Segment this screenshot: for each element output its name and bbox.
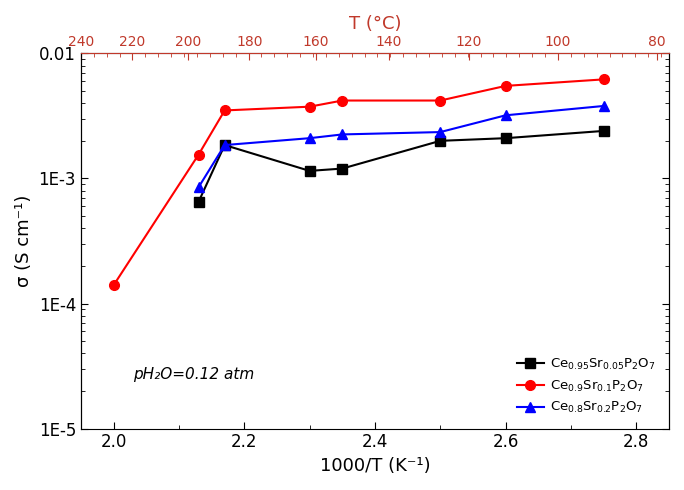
Ce$_{0.95}$Sr$_{0.05}$P$_2$O$_7$	[338, 166, 346, 171]
Ce$_{0.95}$Sr$_{0.05}$P$_2$O$_7$	[600, 128, 608, 134]
Ce$_{0.9}$Sr$_{0.1}$P$_2$O$_7$	[436, 98, 445, 103]
Ce$_{0.9}$Sr$_{0.1}$P$_2$O$_7$	[220, 107, 228, 113]
Ce$_{0.9}$Sr$_{0.1}$P$_2$O$_7$	[109, 282, 118, 288]
Ce$_{0.9}$Sr$_{0.1}$P$_2$O$_7$	[501, 83, 510, 89]
Line: Ce$_{0.9}$Sr$_{0.1}$P$_2$O$_7$: Ce$_{0.9}$Sr$_{0.1}$P$_2$O$_7$	[109, 74, 609, 290]
Line: Ce$_{0.95}$Sr$_{0.05}$P$_2$O$_7$: Ce$_{0.95}$Sr$_{0.05}$P$_2$O$_7$	[194, 126, 609, 207]
Ce$_{0.8}$Sr$_{0.2}$P$_2$O$_7$	[194, 184, 202, 190]
Legend: Ce$_{0.95}$Sr$_{0.05}$P$_2$O$_7$, Ce$_{0.9}$Sr$_{0.1}$P$_2$O$_7$, Ce$_{0.8}$Sr$_: Ce$_{0.95}$Sr$_{0.05}$P$_2$O$_7$, Ce$_{0…	[511, 350, 662, 422]
X-axis label: T (°C): T (°C)	[349, 15, 402, 33]
Text: pH₂O=0.12 atm: pH₂O=0.12 atm	[133, 367, 254, 382]
Ce$_{0.95}$Sr$_{0.05}$P$_2$O$_7$	[220, 142, 228, 148]
Ce$_{0.9}$Sr$_{0.1}$P$_2$O$_7$	[306, 104, 314, 110]
Ce$_{0.95}$Sr$_{0.05}$P$_2$O$_7$	[501, 135, 510, 141]
Ce$_{0.9}$Sr$_{0.1}$P$_2$O$_7$	[600, 76, 608, 82]
Ce$_{0.95}$Sr$_{0.05}$P$_2$O$_7$	[306, 168, 314, 174]
Ce$_{0.8}$Sr$_{0.2}$P$_2$O$_7$	[501, 112, 510, 118]
Ce$_{0.95}$Sr$_{0.05}$P$_2$O$_7$	[194, 199, 202, 205]
Ce$_{0.8}$Sr$_{0.2}$P$_2$O$_7$	[436, 129, 445, 135]
Ce$_{0.8}$Sr$_{0.2}$P$_2$O$_7$	[600, 103, 608, 109]
Ce$_{0.9}$Sr$_{0.1}$P$_2$O$_7$	[194, 152, 202, 158]
Ce$_{0.8}$Sr$_{0.2}$P$_2$O$_7$	[306, 135, 314, 141]
Line: Ce$_{0.8}$Sr$_{0.2}$P$_2$O$_7$: Ce$_{0.8}$Sr$_{0.2}$P$_2$O$_7$	[194, 101, 609, 192]
Ce$_{0.8}$Sr$_{0.2}$P$_2$O$_7$	[338, 131, 346, 137]
Ce$_{0.8}$Sr$_{0.2}$P$_2$O$_7$	[220, 142, 228, 148]
Y-axis label: σ (S cm⁻¹): σ (S cm⁻¹)	[15, 195, 33, 287]
Ce$_{0.95}$Sr$_{0.05}$P$_2$O$_7$	[436, 138, 445, 144]
Ce$_{0.9}$Sr$_{0.1}$P$_2$O$_7$	[338, 98, 346, 103]
X-axis label: 1000/T (K⁻¹): 1000/T (K⁻¹)	[319, 457, 430, 475]
